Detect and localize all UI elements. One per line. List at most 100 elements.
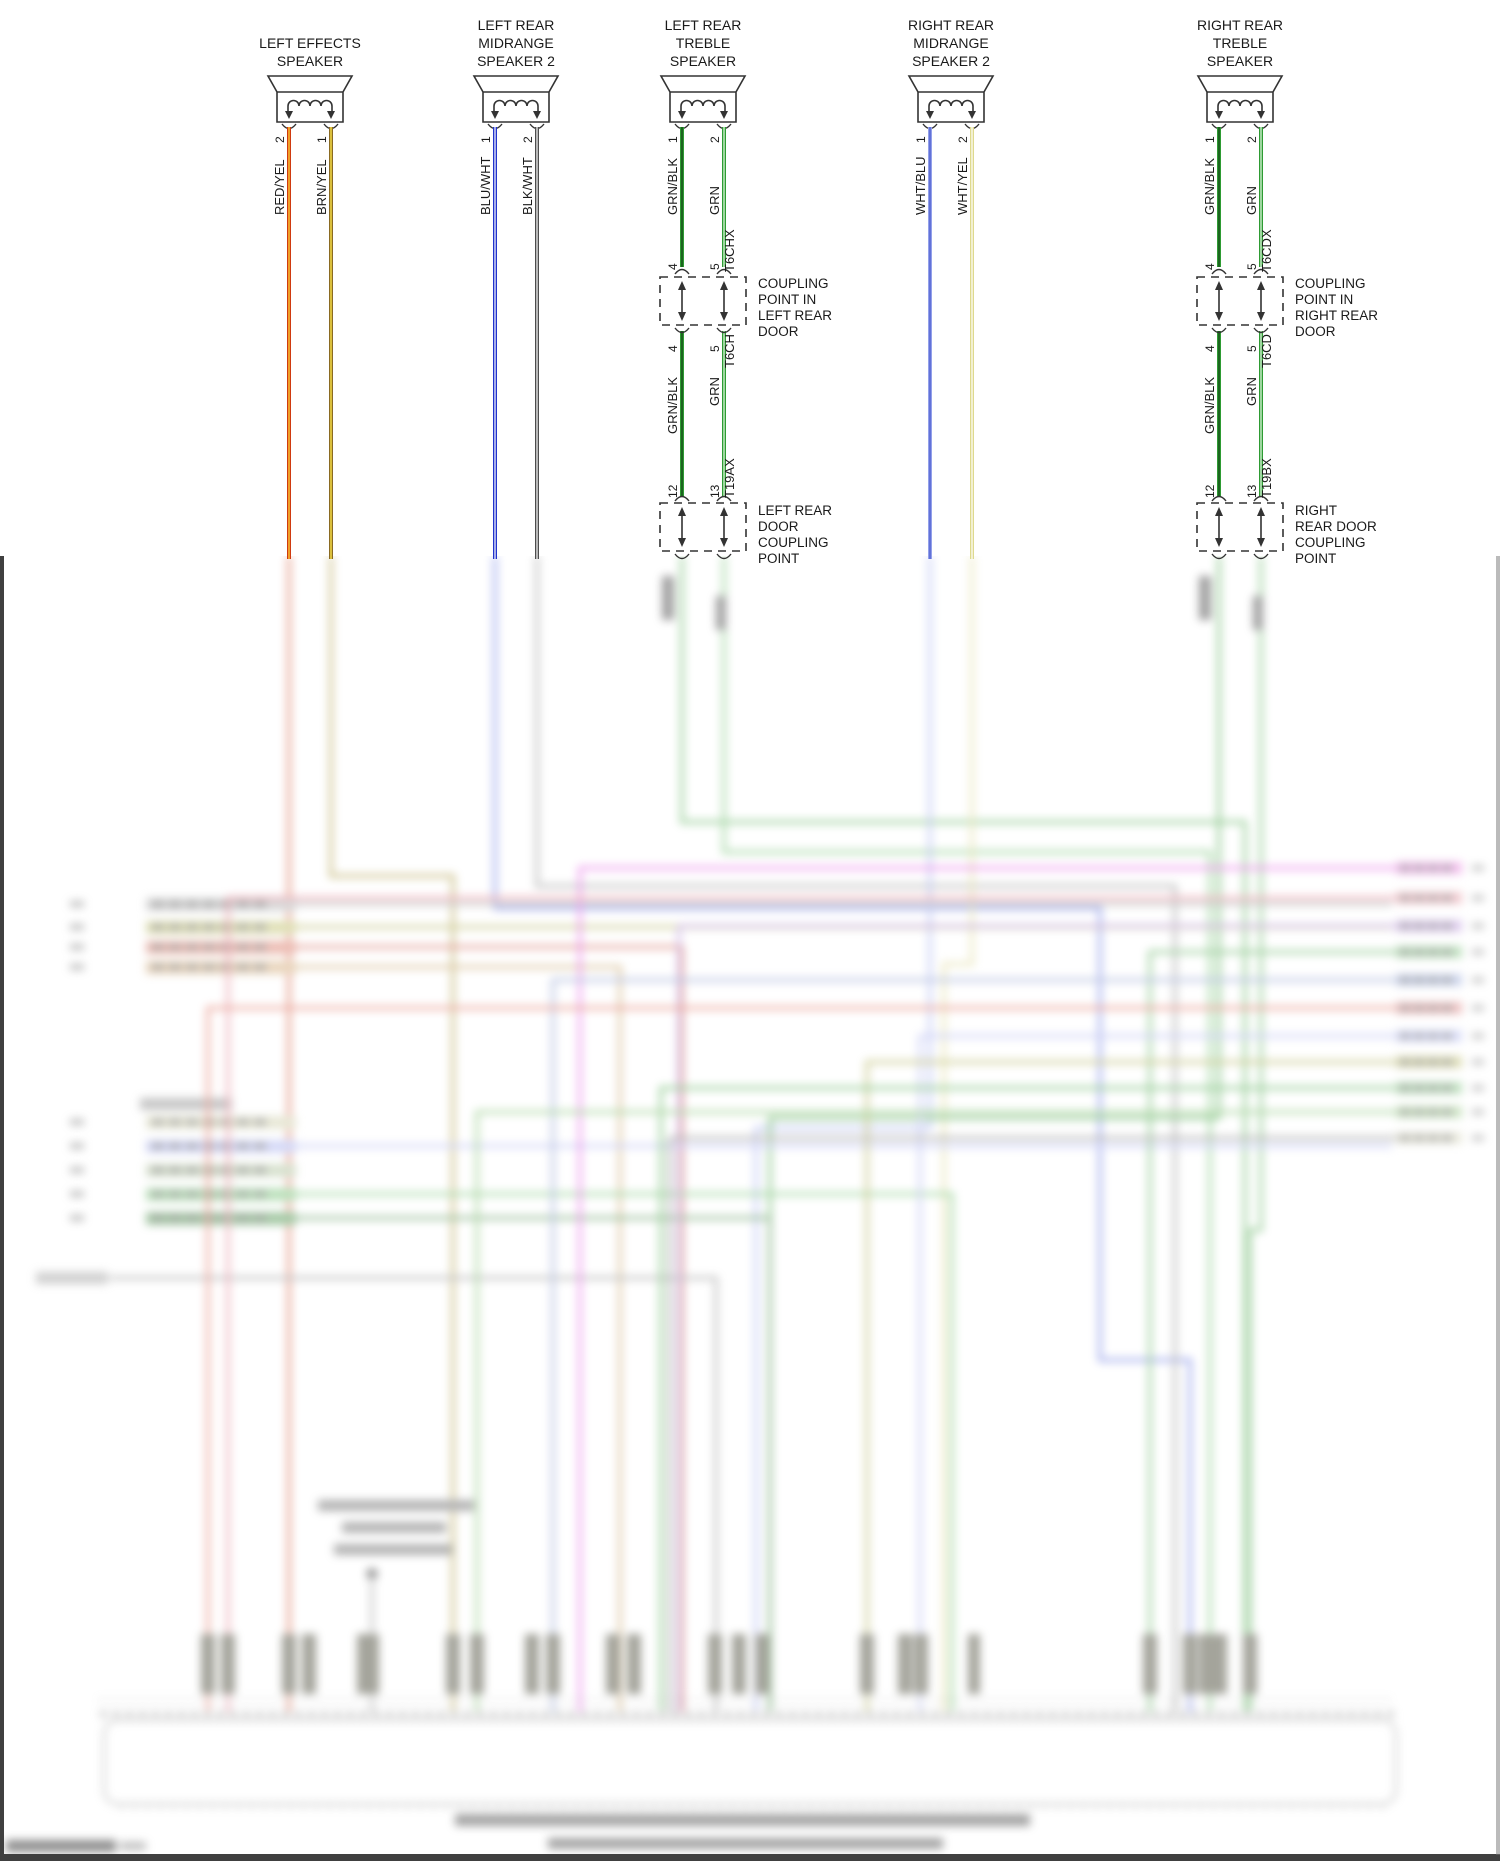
speaker-title-line: RIGHT REAR (1197, 17, 1283, 33)
connector-label: T6CH (722, 334, 737, 368)
page-border-left (0, 556, 4, 1861)
pin-number: 4 (1203, 263, 1217, 270)
connector-label: T6CD (1259, 334, 1274, 368)
wire-color-label: GRN (707, 377, 722, 406)
blurred-wire (680, 556, 1247, 1712)
coupling-note-line: RIGHT (1295, 503, 1337, 518)
pin-number: 4 (666, 345, 680, 352)
speaker-title-line: SPEAKER (277, 53, 343, 69)
coupling-box (1196, 276, 1284, 326)
blurred-wire (668, 1136, 1396, 1712)
pin-number: 5 (708, 263, 722, 270)
pin-number: 1 (315, 136, 329, 143)
wire-color-label: RED/YEL (272, 159, 287, 215)
pin-number: 12 (1203, 484, 1217, 498)
blurred-wire (659, 1086, 1396, 1712)
watermark-smear (6, 1840, 116, 1852)
pin-number: 2 (521, 136, 535, 143)
blurred-wire (296, 1192, 954, 1712)
blurred-wire (296, 945, 684, 1712)
connector-label: T6CDX (1259, 229, 1274, 272)
blurred-wire (1248, 556, 1263, 1712)
coupling-note-line: COUPLING (758, 276, 829, 291)
top-section-bg (0, 0, 1500, 556)
blurred-annotation-text (318, 1500, 474, 1511)
blurred-wire (1148, 950, 1396, 1712)
connector-label: T6CHX (722, 229, 737, 272)
arrow-icons (285, 111, 335, 119)
blurred-wire (677, 924, 1396, 1712)
speaker-title-line: SPEAKER 2 (912, 53, 990, 69)
pin-number: 1 (479, 136, 493, 143)
blurred-wire (535, 556, 1177, 1712)
speaker-title-line: LEFT REAR (478, 17, 555, 33)
coupling-note-line: POINT IN (758, 292, 816, 307)
pin-number: 5 (708, 345, 722, 352)
coupling-note-line: COUPLING (1295, 276, 1366, 291)
blurred-wire (475, 1110, 1396, 1712)
blurred-pin-ticks (1472, 865, 1484, 1141)
connector-label: T19AX (722, 458, 737, 498)
blurred-annotation-text (334, 1544, 452, 1555)
page-border-right (1496, 556, 1500, 1855)
wire-color-label: GRN (1244, 186, 1259, 215)
pin-number: 4 (1203, 345, 1217, 352)
blurred-wire (110, 1276, 718, 1712)
blurred-pin-ticks (70, 901, 84, 970)
speaker-title-line: MIDRANGE (913, 35, 988, 51)
speaker-symbols (266, 75, 1284, 130)
module-caption-smear (455, 1814, 1030, 1826)
speaker-title-line: MIDRANGE (478, 35, 553, 51)
pin-number: 1 (1203, 136, 1217, 143)
watermark-smear (120, 1842, 146, 1850)
blurred-wire (329, 556, 455, 1712)
wire-color-label: BLK/WHT (520, 157, 535, 215)
coupling-note-line: REAR DOOR (1295, 519, 1377, 534)
blurred-label-text-smear (152, 901, 266, 970)
module-caption-smear (548, 1838, 943, 1849)
arrow-icons (678, 111, 728, 119)
coupling-box (659, 502, 747, 552)
blurred-connector-blocks (201, 1634, 1257, 1694)
speaker-title-line: TREBLE (1213, 35, 1267, 51)
coupling-note-line: DOOR (758, 324, 799, 339)
wire-color-label: GRN/BLK (1202, 158, 1217, 215)
wire-color-label: GRN/BLK (1202, 377, 1217, 434)
blurred-annotation-text (342, 1522, 446, 1533)
coupling-box (659, 276, 747, 326)
blurred-wire (206, 1006, 1396, 1712)
wire-color-label: WHT/YEL (955, 157, 970, 215)
wire-color-label: GRN (707, 186, 722, 215)
pin-number: 13 (708, 484, 722, 498)
labels: LEFT EFFECTS SPEAKER LEFT REAR MIDRANGE … (259, 17, 1378, 566)
speaker-symbol (472, 75, 560, 123)
coupling-note-line: LEFT REAR (758, 308, 832, 323)
speaker-title-line: RIGHT REAR (908, 17, 994, 33)
wire-color-label: BRN/YEL (314, 159, 329, 215)
arrow-icons (926, 111, 976, 119)
coupling-note-line: DOOR (1295, 324, 1336, 339)
terminal-cups (674, 268, 1269, 560)
speaker-title-line: LEFT REAR (665, 17, 742, 33)
module-box (103, 1719, 1397, 1805)
wire-color-label: WHT/BLU (913, 157, 928, 216)
arrow-icons (491, 111, 541, 119)
coupling-note-line: POINT (1295, 551, 1336, 566)
speaker-title-line: LEFT EFFECTS (259, 35, 361, 51)
blurred-wire (296, 965, 622, 1712)
speaker-title-line: SPEAKER 2 (477, 53, 555, 69)
speaker-symbol (659, 75, 747, 123)
pin-number: 5 (1245, 263, 1259, 270)
pin-number: 13 (1245, 484, 1259, 498)
pin-number: 1 (914, 136, 928, 143)
pin-number: 2 (956, 136, 970, 143)
pin-number: 2 (708, 136, 722, 143)
coupling-note-line: LEFT REAR (758, 503, 832, 518)
pin-number: 2 (273, 136, 287, 143)
coupling-note-line: DOOR (758, 519, 799, 534)
blurred-wire (722, 556, 1212, 1712)
coupling-arrow (681, 287, 1262, 541)
blurred-wire (296, 1216, 772, 1712)
blurred-connector-blob (662, 576, 1263, 630)
